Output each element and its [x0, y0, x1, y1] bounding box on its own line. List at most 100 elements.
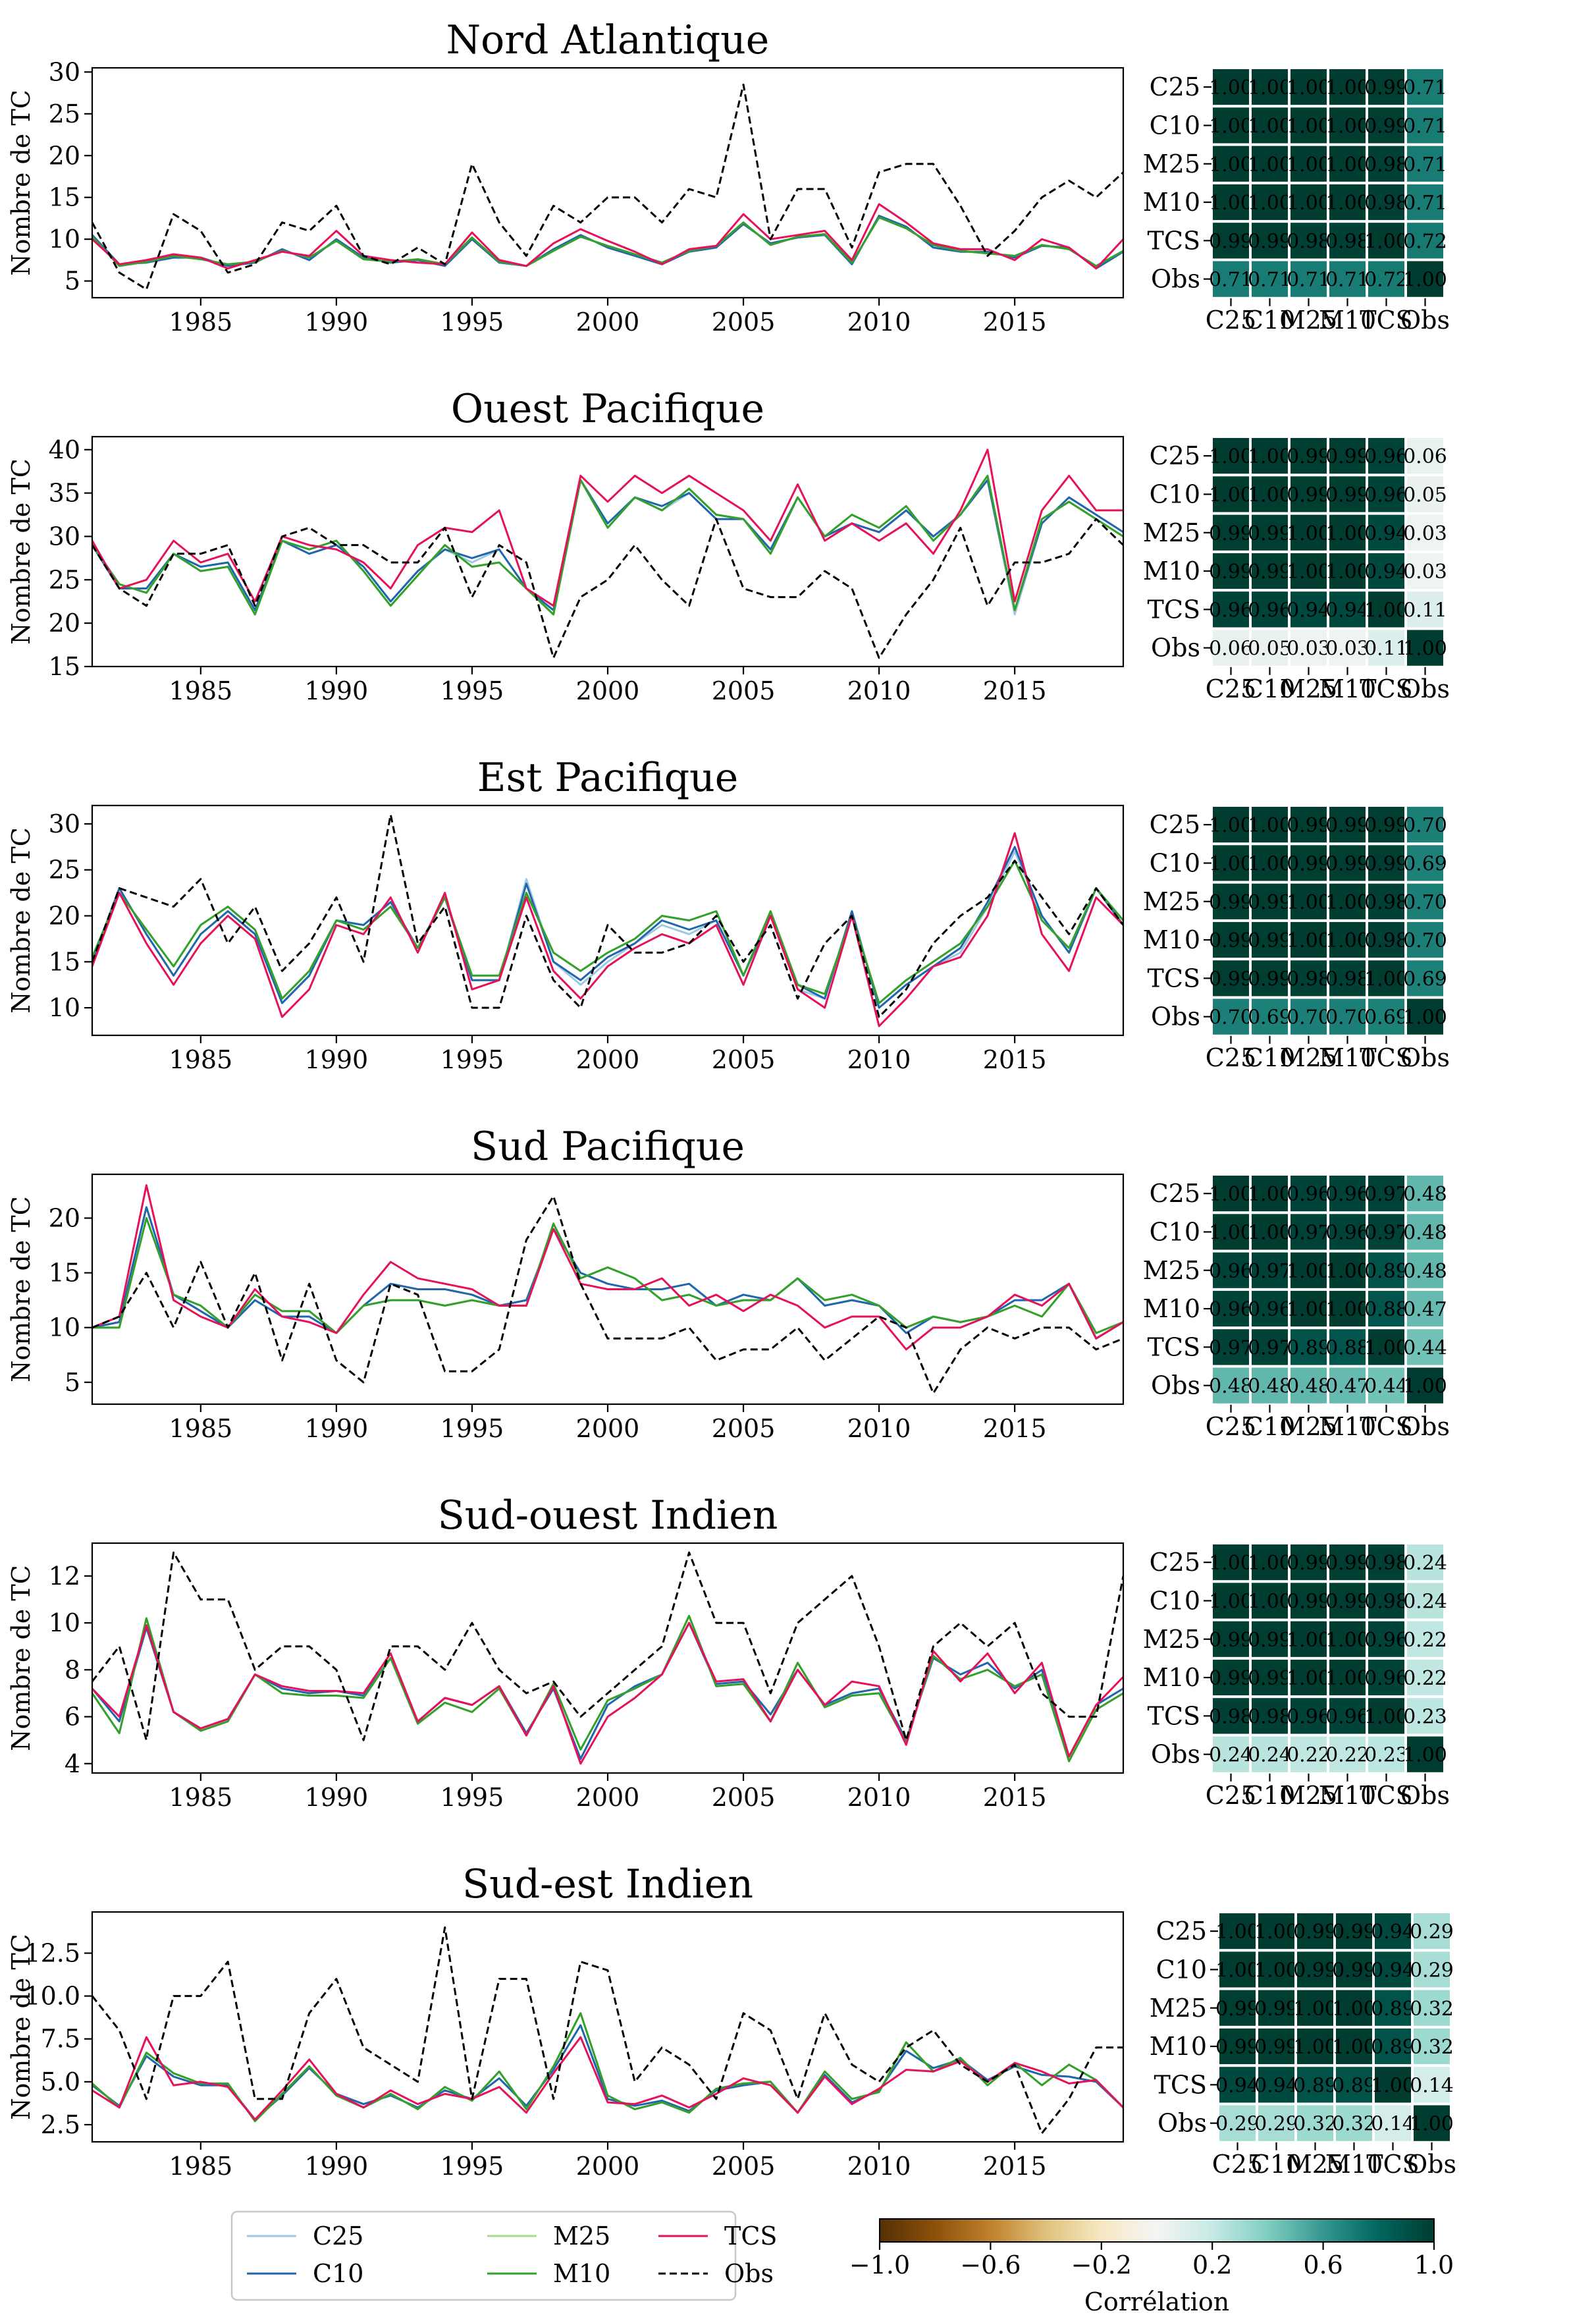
- corr-cell: [1288, 996, 1329, 1037]
- corr-cell-label: 0.96: [1364, 1667, 1408, 1690]
- corr-cell: [1288, 589, 1329, 630]
- corr-cell-label: 0.99: [1215, 2036, 1260, 2059]
- x-tick-label: 2015: [983, 2152, 1047, 2181]
- corr-cell-label: 0.94: [1287, 599, 1331, 622]
- panel-sud-ouest-indien: Sud-ouest Indien Nombre de TC 4 6 8 10 12 1985 1…: [7, 1492, 1450, 1812]
- corr-cell-label: 1.00: [1254, 1959, 1298, 1982]
- corr-heatmap: 1.001.000.990.990.980.241.001.000.990.99…: [1143, 1542, 1450, 1810]
- corr-cell: [1217, 2102, 1258, 2144]
- corr-cell: [1210, 1656, 1252, 1699]
- corr-cell-label: 0.32: [1410, 2036, 1454, 2059]
- corr-cell: [1249, 1288, 1290, 1330]
- y-tick-label: 10: [49, 1608, 80, 1637]
- legend-label-c10: C10: [313, 2259, 363, 2288]
- series-line-tcs: [92, 832, 1123, 1027]
- corr-cell: [1249, 1365, 1290, 1406]
- corr-cell-label: 0.99: [1248, 1667, 1292, 1690]
- corr-cell: [1404, 550, 1446, 592]
- corr-col-label: C10: [1244, 1412, 1295, 1441]
- corr-cell-label: 1.00: [1287, 891, 1331, 914]
- corr-row-label: TCS: [1148, 1332, 1200, 1361]
- corr-cell: [1366, 1365, 1407, 1406]
- corr-cell: [1404, 804, 1446, 846]
- corr-cell-label: 0.03: [1325, 638, 1370, 661]
- corr-cell-label: 0.71: [1403, 153, 1447, 177]
- corr-col-label: Obs: [1400, 1043, 1450, 1072]
- corr-cell-label: 0.96: [1364, 1629, 1408, 1652]
- corr-row-label: C10: [1150, 1586, 1200, 1615]
- corr-cell-label: 0.99: [1209, 968, 1253, 991]
- x-tick-label: 1985: [169, 1783, 232, 1812]
- corr-heatmap: 1.001.000.990.990.960.061.001.000.990.99…: [1143, 435, 1450, 703]
- panel-title: Est Pacifique: [477, 755, 739, 801]
- corr-cell-label: 1.00: [1364, 599, 1408, 622]
- x-tick-label: 2010: [847, 1783, 911, 1812]
- corr-cell-label: 0.89: [1371, 2036, 1415, 2059]
- corr-cell-label: 1.00: [1209, 445, 1253, 468]
- corr-cell-label: 0.48: [1248, 1375, 1292, 1398]
- corr-cell: [1366, 1580, 1407, 1622]
- x-tick-label: 2000: [576, 1783, 640, 1812]
- corr-cell-label: 0.05: [1248, 638, 1292, 661]
- x-tick-label: 2010: [847, 1414, 911, 1443]
- corr-cell-label: 1.00: [1403, 1744, 1447, 1767]
- corr-row-label: C10: [1150, 1217, 1200, 1246]
- corr-cell-label: 0.29: [1410, 1959, 1454, 1982]
- series-group: [92, 813, 1123, 1027]
- corr-heatmap: 1.001.001.001.000.990.711.001.001.001.00…: [1143, 67, 1450, 335]
- corr-cell-label: 0.99: [1364, 852, 1408, 875]
- corr-cell-label: 1.00: [1209, 192, 1253, 215]
- corr-cell-label: 0.98: [1364, 153, 1408, 177]
- x-tick-label: 1990: [305, 2152, 369, 2181]
- corr-cell-label: 1.00: [1293, 2036, 1337, 2059]
- colorbar-tick-label: −0.2: [1071, 2251, 1132, 2279]
- x-tick-label: 2015: [983, 676, 1047, 705]
- corr-cell: [1404, 258, 1446, 300]
- corr-cell-label: 0.94: [1364, 560, 1408, 584]
- x-tick-label: 2015: [983, 1783, 1047, 1812]
- y-tick-label: 15: [49, 1259, 80, 1288]
- corr-cell: [1404, 1365, 1446, 1406]
- corr-cell-label: 0.98: [1287, 968, 1331, 991]
- corr-cell-label: 1.00: [1325, 522, 1370, 545]
- panel-title: Nord Atlantique: [446, 17, 770, 63]
- corr-cell-label: 1.00: [1287, 1260, 1331, 1283]
- corr-cell-label: 0.22: [1325, 1744, 1370, 1767]
- series-line-c10: [92, 215, 1123, 270]
- corr-row-label: Obs: [1151, 1740, 1200, 1769]
- series-line-c10: [92, 1206, 1123, 1340]
- corr-cell-label: 0.99: [1248, 968, 1292, 991]
- corr-col-label: C25: [1206, 1781, 1256, 1810]
- corr-cell-label: 0.99: [1287, 1590, 1331, 1613]
- corr-cell-label: 0.03: [1403, 522, 1447, 545]
- corr-cell-label: 0.22: [1403, 1667, 1447, 1690]
- corr-col-label: C10: [1244, 306, 1295, 335]
- corr-heatmap: 1.001.000.960.960.970.481.001.000.970.96…: [1143, 1173, 1450, 1441]
- series-line-m10: [92, 2012, 1123, 2123]
- corr-row-label: TCS: [1148, 226, 1200, 255]
- corr-cell-label: 0.32: [1293, 2113, 1337, 2136]
- series-line-tcs: [92, 449, 1123, 607]
- y-tick-label: 15: [49, 947, 80, 976]
- corr-col-label: M25: [1280, 674, 1337, 703]
- colorbar-tick-label: 1.0: [1414, 2251, 1454, 2279]
- corr-col-label: M10: [1319, 1781, 1376, 1810]
- corr-cell-label: 1.00: [1403, 1375, 1447, 1398]
- corr-cell-label: 1.00: [1325, 1260, 1370, 1283]
- corr-cell: [1256, 2025, 1297, 2067]
- corr-col-label: C25: [1206, 674, 1256, 703]
- colorbar-label: Corrélation: [1084, 2287, 1229, 2316]
- x-tick-label: 1995: [440, 2152, 504, 2181]
- panels: Nord Atlantique Nombre de TC 5 10 15 20 25 30 19…: [7, 17, 1456, 2181]
- corr-cell: [1411, 2064, 1452, 2106]
- corr-cell-label: 0.89: [1371, 1998, 1415, 2021]
- corr-col-label: C25: [1206, 1043, 1256, 1072]
- corr-cell-label: 0.44: [1364, 1375, 1408, 1398]
- corr-col-label: Obs: [1400, 1781, 1450, 1810]
- y-tick-label: 10.0: [24, 1982, 80, 2011]
- corr-cell-label: 1.00: [1325, 115, 1370, 138]
- y-tick-label: 15: [49, 652, 80, 681]
- corr-cell-label: 0.99: [1364, 76, 1408, 99]
- corr-row-label: C10: [1150, 479, 1200, 508]
